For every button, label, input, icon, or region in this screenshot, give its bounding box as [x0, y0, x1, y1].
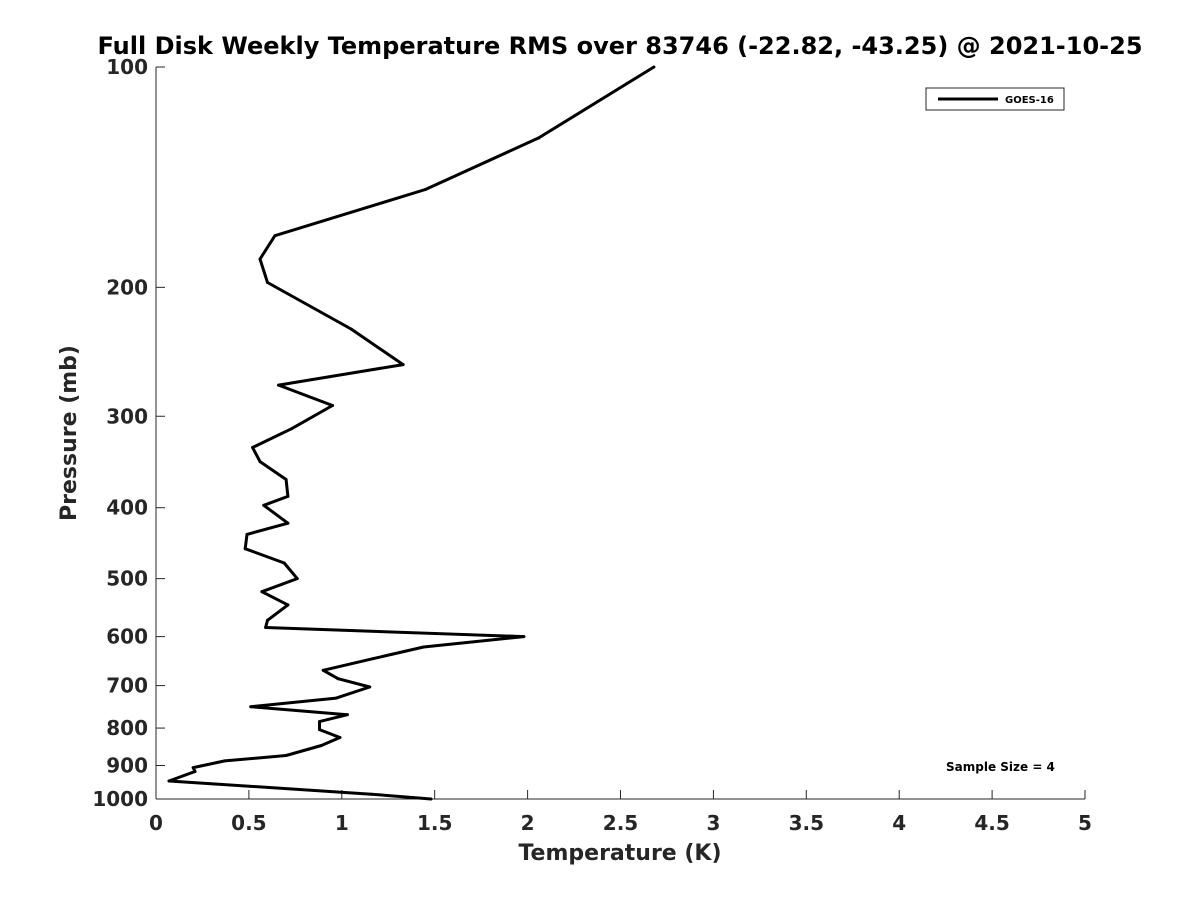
- legend: GOES-16: [925, 87, 1065, 111]
- data-point: [284, 477, 288, 481]
- x-tick-label: 3.5: [789, 811, 824, 835]
- data-point: [422, 645, 426, 649]
- data-point: [286, 603, 290, 607]
- data-point: [273, 234, 277, 238]
- data-point: [423, 187, 427, 191]
- data-point: [265, 281, 269, 285]
- x-tick-label: 0: [149, 811, 163, 835]
- data-point: [258, 257, 262, 261]
- legend-label-goes-16: GOES-16: [1005, 95, 1054, 106]
- y-tick-label: 200: [106, 275, 148, 299]
- x-tick-label: 5: [1078, 811, 1092, 835]
- data-point: [349, 327, 353, 331]
- data-point: [537, 136, 541, 140]
- y-tick-label: 500: [106, 567, 148, 591]
- data-point: [429, 797, 433, 801]
- data-point: [334, 696, 338, 700]
- data-point: [286, 494, 290, 498]
- data-point: [284, 753, 288, 757]
- x-tick-label: 4: [892, 811, 906, 835]
- y-ticks: 100 200 300 400 500 600 700 800 900 1000: [92, 55, 165, 811]
- data-point: [245, 532, 249, 536]
- data-point: [251, 446, 255, 450]
- x-tick-label: 1.5: [417, 811, 452, 835]
- data-point: [191, 766, 195, 770]
- data-point: [368, 685, 372, 689]
- y-tick-label: 400: [106, 496, 148, 520]
- data-point: [193, 769, 197, 773]
- data-point: [331, 403, 335, 407]
- y-tick-label: 1000: [92, 787, 148, 811]
- data-point: [401, 363, 405, 367]
- data-point: [290, 427, 294, 431]
- y-tick-label: 600: [106, 625, 148, 649]
- series-line-goes-16: [167, 65, 655, 801]
- series-group: [167, 65, 656, 801]
- data-point: [282, 561, 286, 565]
- y-tick-label: 100: [106, 55, 148, 79]
- y-axis-label: Pressure (mb): [57, 345, 82, 521]
- y-tick-label: 900: [106, 754, 148, 778]
- x-tick-label: 0.5: [231, 811, 266, 835]
- data-point: [370, 792, 374, 796]
- x-tick-label: 3: [706, 811, 720, 835]
- x-tick-label: 1: [335, 811, 349, 835]
- y-tick-label: 300: [106, 404, 148, 428]
- data-point: [652, 65, 656, 69]
- sample-size-annotation: Sample Size = 4: [946, 760, 1055, 774]
- data-point: [336, 677, 340, 681]
- data-point: [295, 577, 299, 581]
- data-point: [223, 759, 227, 763]
- data-point: [249, 705, 253, 709]
- data-point: [243, 547, 247, 551]
- data-point: [260, 590, 264, 594]
- data-point: [277, 383, 281, 387]
- data-point: [318, 720, 322, 724]
- chart-title: Full Disk Weekly Temperature RMS over 83…: [97, 32, 1142, 60]
- data-point: [167, 779, 171, 783]
- data-point: [321, 668, 325, 672]
- x-tick-label: 4.5: [974, 811, 1009, 835]
- data-point: [258, 460, 262, 464]
- data-point: [338, 735, 342, 739]
- data-point: [264, 625, 268, 629]
- x-tick-label: 2.5: [603, 811, 638, 835]
- x-axis-label: Temperature (K): [518, 841, 721, 866]
- data-point: [522, 635, 526, 639]
- data-point: [345, 713, 349, 717]
- x-tick-label: 2: [521, 811, 535, 835]
- data-point: [318, 728, 322, 732]
- y-tick-label: 700: [106, 674, 148, 698]
- data-point: [371, 657, 375, 661]
- y-tick-label: 800: [106, 716, 148, 740]
- data-point: [319, 743, 323, 747]
- plot-axes: [155, 67, 1085, 800]
- data-point: [265, 618, 269, 622]
- x-ticks: 0 0.5 1 1.5 2 2.5 3 3.5 4 4.5 5: [149, 790, 1092, 835]
- data-point: [262, 503, 266, 507]
- data-point: [286, 521, 290, 525]
